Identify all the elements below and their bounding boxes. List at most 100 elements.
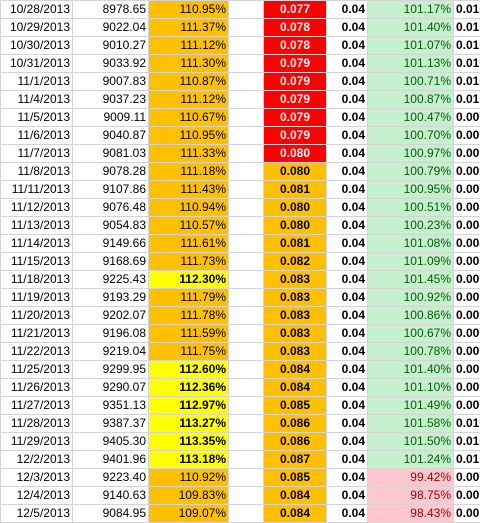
date-cell[interactable]: 11/26/2013	[1, 379, 73, 397]
ratio-cell[interactable]: 100.79%	[368, 163, 454, 181]
date-cell[interactable]: 11/12/2013	[1, 199, 73, 217]
fee-cell[interactable]: 0.04	[327, 487, 368, 505]
date-cell[interactable]: 11/13/2013	[1, 217, 73, 235]
last-value-cell[interactable]: 0.010	[454, 91, 480, 109]
date-cell[interactable]: 11/29/2013	[1, 433, 73, 451]
last-value-cell[interactable]: 0.009	[454, 181, 480, 199]
price-cell[interactable]: 9225.43	[73, 271, 149, 289]
blank-cell[interactable]	[229, 469, 264, 487]
percent-cell[interactable]: 111.61%	[149, 235, 229, 253]
last-value-cell[interactable]: 0.009	[454, 271, 480, 289]
ratio-cell[interactable]: 100.97%	[368, 145, 454, 163]
ratio-cell[interactable]: 100.87%	[368, 91, 454, 109]
date-cell[interactable]: 11/28/2013	[1, 415, 73, 433]
percent-cell[interactable]: 111.73%	[149, 253, 229, 271]
blank-cell[interactable]	[229, 397, 264, 415]
price-cell[interactable]: 9040.87	[73, 127, 149, 145]
rate-cell[interactable]: 0.083	[264, 307, 327, 325]
ratio-cell[interactable]: 101.24%	[368, 451, 454, 469]
percent-cell[interactable]: 110.95%	[149, 1, 229, 19]
fee-cell[interactable]: 0.04	[327, 433, 368, 451]
price-cell[interactable]: 9219.04	[73, 343, 149, 361]
last-value-cell[interactable]: 0.009	[454, 361, 480, 379]
blank-cell[interactable]	[229, 1, 264, 19]
ratio-cell[interactable]: 101.40%	[368, 19, 454, 37]
rate-cell[interactable]: 0.080	[264, 145, 327, 163]
date-cell[interactable]: 11/21/2013	[1, 325, 73, 343]
percent-cell[interactable]: 113.35%	[149, 433, 229, 451]
last-value-cell[interactable]: 0.009	[454, 289, 480, 307]
blank-cell[interactable]	[229, 181, 264, 199]
blank-cell[interactable]	[229, 379, 264, 397]
date-cell[interactable]: 12/2/2013	[1, 451, 73, 469]
rate-cell[interactable]: 0.078	[264, 19, 327, 37]
fee-cell[interactable]: 0.04	[327, 451, 368, 469]
percent-cell[interactable]: 111.33%	[149, 145, 229, 163]
blank-cell[interactable]	[229, 163, 264, 181]
rate-cell[interactable]: 0.087	[264, 451, 327, 469]
blank-cell[interactable]	[229, 19, 264, 37]
rate-cell[interactable]: 0.086	[264, 433, 327, 451]
ratio-cell[interactable]: 100.67%	[368, 325, 454, 343]
ratio-cell[interactable]: 101.17%	[368, 1, 454, 19]
price-cell[interactable]: 9299.95	[73, 361, 149, 379]
percent-cell[interactable]: 111.37%	[149, 19, 229, 37]
percent-cell[interactable]: 110.95%	[149, 127, 229, 145]
last-value-cell[interactable]: 0.009	[454, 325, 480, 343]
percent-cell[interactable]: 111.59%	[149, 325, 229, 343]
last-value-cell[interactable]: 0.009	[454, 379, 480, 397]
blank-cell[interactable]	[229, 73, 264, 91]
blank-cell[interactable]	[229, 415, 264, 433]
price-cell[interactable]: 9033.92	[73, 55, 149, 73]
blank-cell[interactable]	[229, 343, 264, 361]
blank-cell[interactable]	[229, 217, 264, 235]
date-cell[interactable]: 12/3/2013	[1, 469, 73, 487]
fee-cell[interactable]: 0.04	[327, 199, 368, 217]
percent-cell[interactable]: 111.43%	[149, 181, 229, 199]
fee-cell[interactable]: 0.04	[327, 19, 368, 37]
date-cell[interactable]: 10/28/2013	[1, 1, 73, 19]
fee-cell[interactable]: 0.04	[327, 469, 368, 487]
ratio-cell[interactable]: 101.10%	[368, 379, 454, 397]
date-cell[interactable]: 12/5/2013	[1, 505, 73, 523]
date-cell[interactable]: 11/4/2013	[1, 91, 73, 109]
last-value-cell[interactable]: 0.007	[454, 487, 480, 505]
last-value-cell[interactable]: 0.010	[454, 73, 480, 91]
rate-cell[interactable]: 0.079	[264, 109, 327, 127]
ratio-cell[interactable]: 100.92%	[368, 289, 454, 307]
fee-cell[interactable]: 0.04	[327, 73, 368, 91]
ratio-cell[interactable]: 101.45%	[368, 271, 454, 289]
blank-cell[interactable]	[229, 271, 264, 289]
percent-cell[interactable]: 109.07%	[149, 505, 229, 523]
blank-cell[interactable]	[229, 487, 264, 505]
fee-cell[interactable]: 0.04	[327, 91, 368, 109]
blank-cell[interactable]	[229, 145, 264, 163]
price-cell[interactable]: 9076.48	[73, 199, 149, 217]
percent-cell[interactable]: 111.12%	[149, 91, 229, 109]
price-cell[interactable]: 9193.29	[73, 289, 149, 307]
price-cell[interactable]: 9405.30	[73, 433, 149, 451]
price-cell[interactable]: 9084.95	[73, 505, 149, 523]
date-cell[interactable]: 11/1/2013	[1, 73, 73, 91]
date-cell[interactable]: 11/14/2013	[1, 235, 73, 253]
rate-cell[interactable]: 0.079	[264, 73, 327, 91]
rate-cell[interactable]: 0.085	[264, 397, 327, 415]
ratio-cell[interactable]: 100.95%	[368, 181, 454, 199]
blank-cell[interactable]	[229, 109, 264, 127]
rate-cell[interactable]: 0.084	[264, 379, 327, 397]
blank-cell[interactable]	[229, 325, 264, 343]
last-value-cell[interactable]: 0.008	[454, 235, 480, 253]
rate-cell[interactable]: 0.083	[264, 343, 327, 361]
percent-cell[interactable]: 113.27%	[149, 415, 229, 433]
rate-cell[interactable]: 0.079	[264, 127, 327, 145]
ratio-cell[interactable]: 100.71%	[368, 73, 454, 91]
percent-cell[interactable]: 111.78%	[149, 307, 229, 325]
percent-cell[interactable]: 112.60%	[149, 361, 229, 379]
date-cell[interactable]: 11/11/2013	[1, 181, 73, 199]
rate-cell[interactable]: 0.084	[264, 487, 327, 505]
price-cell[interactable]: 9149.66	[73, 235, 149, 253]
last-value-cell[interactable]: 0.008	[454, 199, 480, 217]
blank-cell[interactable]	[229, 289, 264, 307]
percent-cell[interactable]: 111.12%	[149, 37, 229, 55]
price-cell[interactable]: 9202.07	[73, 307, 149, 325]
